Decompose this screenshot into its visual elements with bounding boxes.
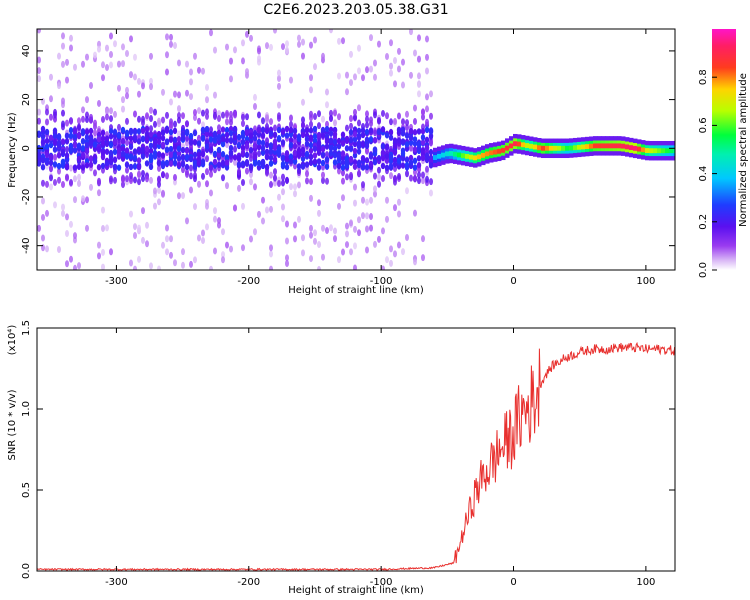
snr-plot-area bbox=[37, 328, 675, 571]
snr-x-axis-label: Height of straight line (km) bbox=[288, 585, 424, 596]
spectrogram-x-tick-label: 0 bbox=[510, 276, 516, 287]
colorbar: 0.0 0.2 0.4 0.6 0.8 Normalized spectral ampl… bbox=[698, 29, 749, 278]
snr-y-axis-label: SNR (10 * v/v) bbox=[7, 389, 18, 460]
snr-y-tick-label: 0.0 bbox=[21, 563, 32, 579]
snr-x-tick-label: -300 bbox=[105, 577, 128, 588]
colorbar-tick-label: 0.8 bbox=[698, 69, 709, 85]
spectrogram-x-tick-label: -100 bbox=[370, 276, 393, 287]
snr-y-tick-label: 1.5 bbox=[21, 320, 32, 336]
snr-y-tick-label: 0.5 bbox=[21, 482, 32, 498]
snr-frame bbox=[36, 327, 676, 572]
snr-x-tick-label: -200 bbox=[237, 577, 260, 588]
snr-y-multiplier: (x10⁴) bbox=[7, 325, 18, 356]
spectrogram-y-tick-label: 0 bbox=[21, 145, 32, 151]
spectrogram-y-tick-label: -40 bbox=[21, 237, 32, 253]
figure-title: C2E6.2023.203.05.38.G31 bbox=[263, 2, 448, 18]
snr-panel: -300 -200 -100 0 100 0.0 0.5 1.0 1.5 Height of s… bbox=[7, 320, 676, 596]
spectrogram-y-axis-label: Frequency (Hz) bbox=[7, 112, 18, 188]
colorbar-axes: 0.0 0.2 0.4 0.6 0.8 bbox=[698, 69, 717, 278]
colorbar-gradient bbox=[712, 29, 736, 270]
colorbar-tick-label: 0.2 bbox=[698, 214, 709, 230]
snr-y-tick-label: 1.0 bbox=[21, 401, 32, 417]
snr-x-tick-label: 100 bbox=[636, 577, 655, 588]
spectrogram-x-tick-label: -200 bbox=[237, 276, 260, 287]
snr-line bbox=[37, 341, 675, 571]
spectrogram-y-tick-label: -20 bbox=[21, 189, 32, 205]
snr-x-tick-label: 0 bbox=[510, 577, 516, 588]
spectrogram-x-tick-label: -300 bbox=[105, 276, 128, 287]
snr-line-layer bbox=[37, 341, 675, 571]
colorbar-tick-label: 0.4 bbox=[698, 166, 709, 182]
spectrogram-x-axis-label: Height of straight line (km) bbox=[288, 285, 424, 296]
snr-x-tick-label: -100 bbox=[370, 577, 393, 588]
colorbar-tick-label: 0.0 bbox=[698, 262, 709, 278]
colorbar-tick-label: 0.6 bbox=[698, 117, 709, 133]
spectrogram-x-tick-label: 100 bbox=[636, 276, 655, 287]
spectrogram-y-tick-label: 20 bbox=[21, 93, 32, 106]
spectrogram-y-tick-label: 40 bbox=[21, 45, 32, 58]
spectrogram-frame bbox=[36, 28, 676, 271]
spectrogram-heatmap bbox=[37, 29, 675, 270]
colorbar-label: Normalized spectral amplitude bbox=[738, 73, 749, 227]
